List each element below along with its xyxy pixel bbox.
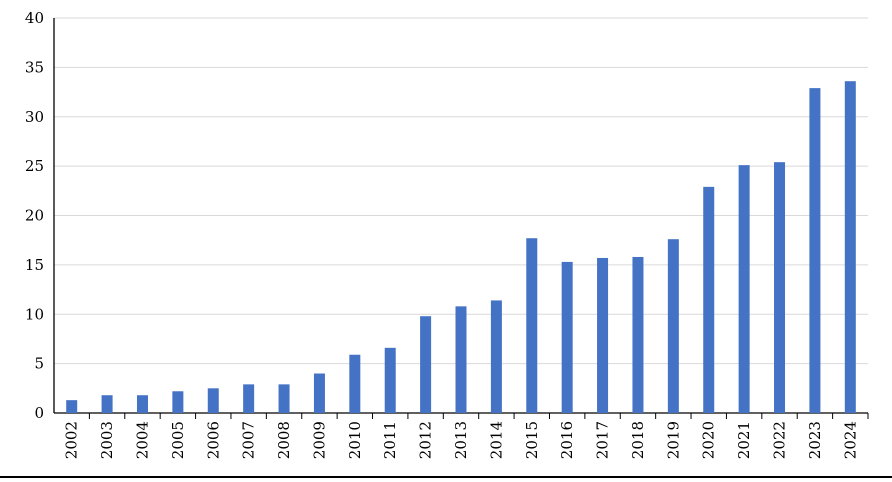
bar-2007 [243,384,255,413]
x-tick-label: 2004 [133,421,151,459]
x-tick-label: 2014 [487,421,505,459]
x-tick-label: 2009 [310,421,328,459]
bar-2023 [809,88,821,414]
x-tick-label: 2022 [771,421,789,459]
x-tick-label: 2017 [594,421,612,459]
y-tick-label: 25 [25,157,44,175]
x-tick-label: 2007 [240,421,258,459]
bar-2024 [844,81,856,413]
bar-2011 [384,347,396,413]
bar-2013 [455,306,467,413]
x-tick-label: 2003 [98,421,116,459]
bar-2018 [632,256,644,413]
x-tick-label: 2002 [63,421,81,459]
y-tick-label: 10 [25,305,44,323]
y-tick-label: 35 [25,58,44,76]
bar-2002 [66,400,78,413]
y-tick-label: 20 [25,207,44,225]
x-tick-label: 2012 [417,421,435,459]
bar-2017 [597,257,609,413]
x-tick-label: 2013 [452,421,470,459]
bar-2006 [207,388,219,413]
x-tick-label: 2005 [169,421,187,459]
y-tick-label: 5 [34,355,44,373]
x-tick-label: 2021 [735,421,753,459]
y-tick-label: 0 [34,404,44,422]
x-tick-label: 2018 [629,421,647,459]
bar-2020 [703,186,715,413]
bar-2010 [349,354,361,413]
x-tick-label: 2015 [523,421,541,459]
bar-2021 [738,165,750,413]
bar-2022 [774,162,786,413]
bar-2009 [313,373,325,413]
bar-2008 [278,384,290,413]
y-tick-label: 15 [25,256,44,274]
x-tick-label: 2024 [841,421,859,459]
bar-2015 [526,238,538,413]
x-tick-label: 2008 [275,421,293,459]
bar-2005 [172,391,184,413]
y-tick-label: 40 [25,9,44,27]
x-tick-label: 2010 [346,421,364,459]
bar-2012 [420,316,432,413]
bar-2016 [561,261,573,413]
bar-2014 [490,300,502,413]
bar-2003 [101,395,113,413]
x-tick-label: 2016 [558,421,576,459]
bottom-rule [0,476,892,478]
x-tick-label: 2006 [204,421,222,459]
x-tick-label: 2020 [700,421,718,459]
y-tick-label: 30 [25,108,44,126]
bar-2004 [136,395,148,413]
x-tick-label: 2011 [381,421,399,459]
x-tick-label: 2023 [806,421,824,459]
x-tick-label: 2019 [664,421,682,459]
bar-2019 [667,239,679,413]
